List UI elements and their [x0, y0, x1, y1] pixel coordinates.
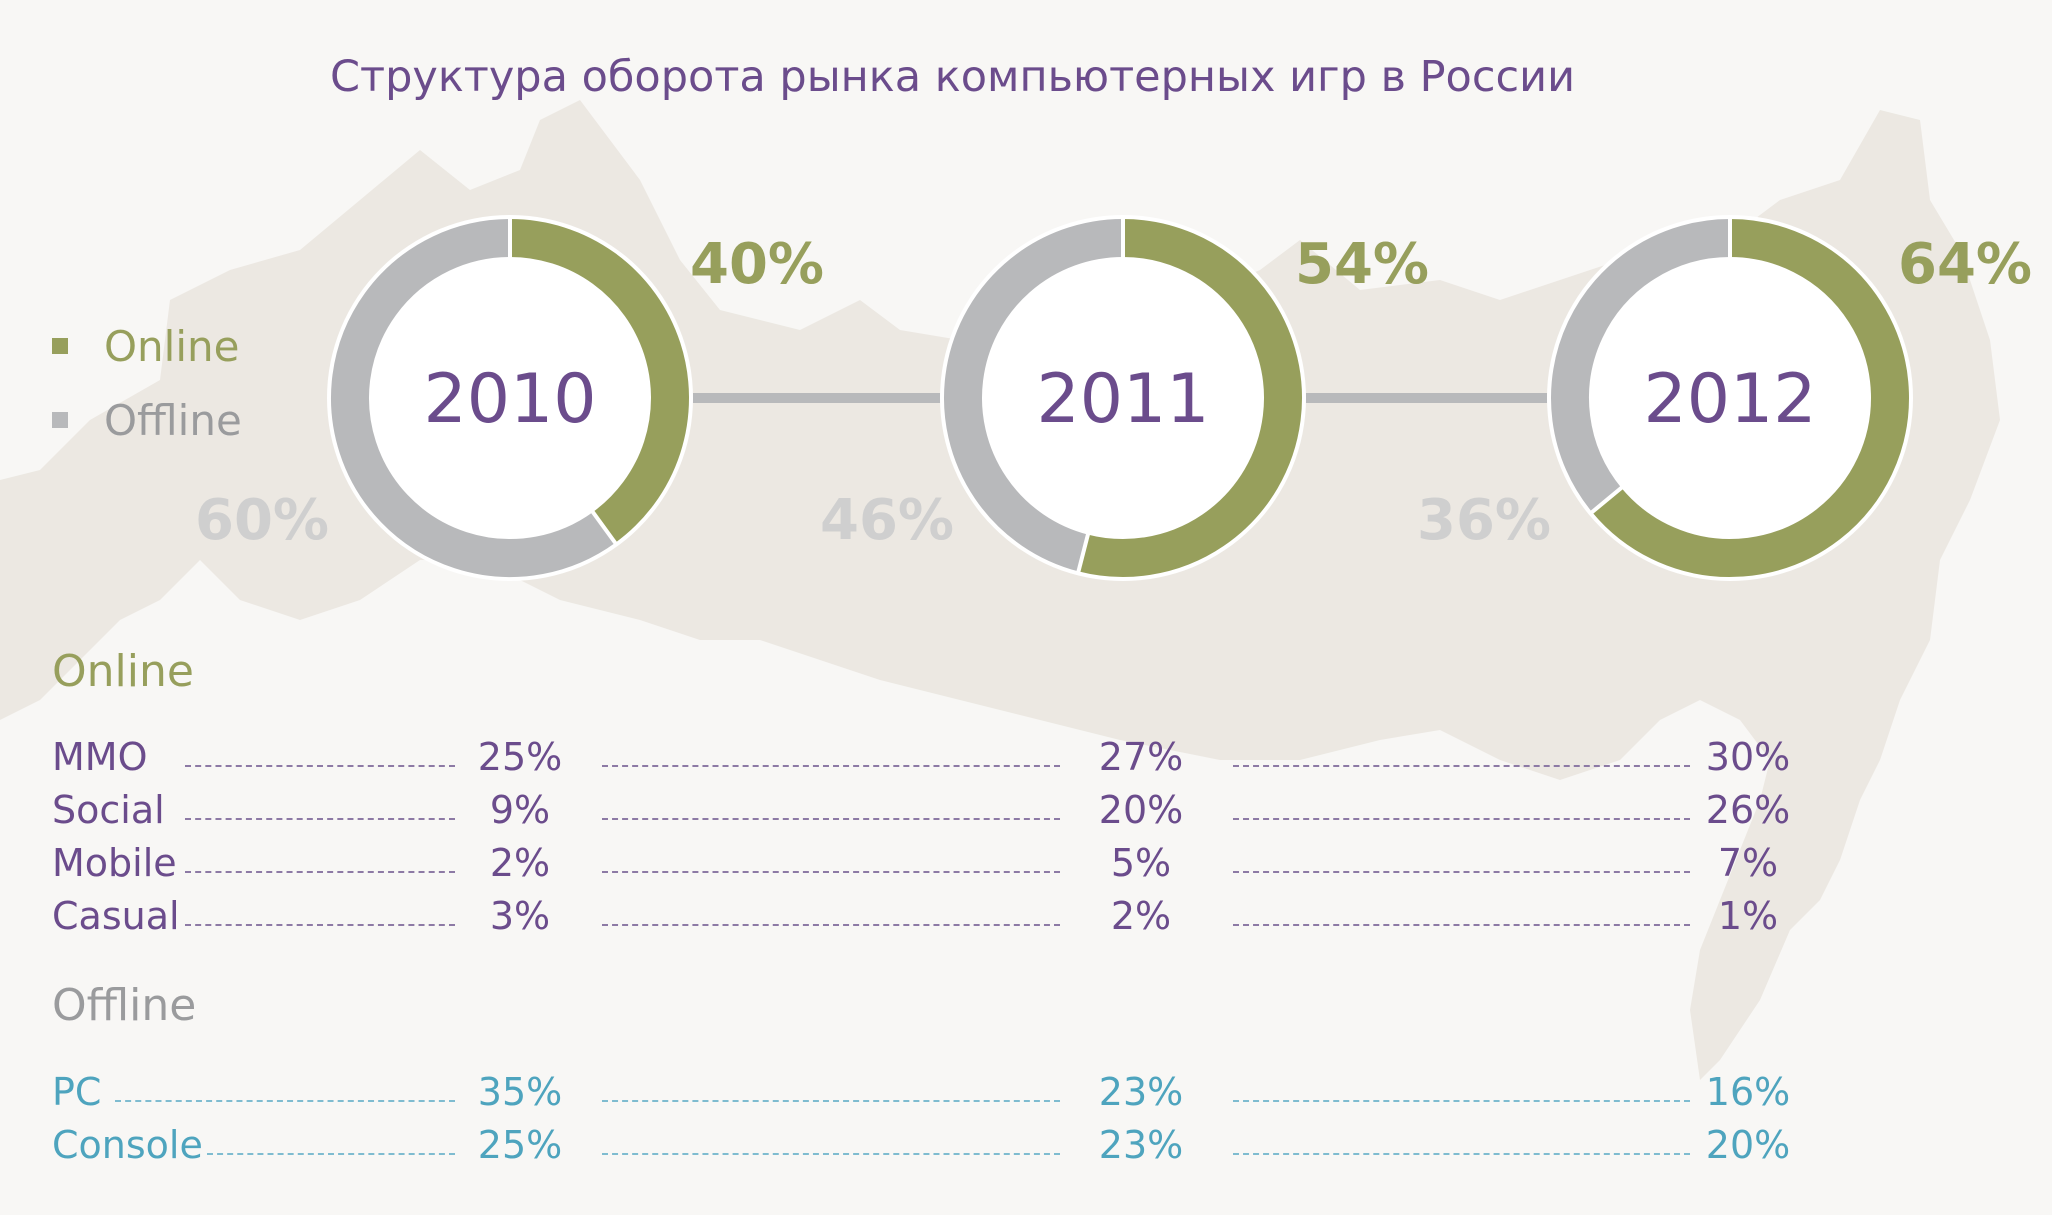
row-value: 7% [1717, 841, 1779, 885]
offline-section-title: Offline [52, 980, 197, 1031]
row-value: 35% [477, 1070, 563, 1114]
donut-backdrop [940, 215, 1306, 581]
year-label: 2011 [1036, 360, 1209, 439]
legend-offline-label: Offline [104, 396, 242, 445]
dotted-leader [185, 871, 455, 873]
dotted-leader [1233, 818, 1690, 820]
year-label: 2012 [1643, 360, 1816, 439]
row-value: 23% [1098, 1070, 1184, 1114]
dotted-leader [1233, 1153, 1690, 1155]
dotted-leader [185, 818, 455, 820]
row-label: Console [52, 1123, 203, 1167]
offline-slice [1551, 219, 1731, 513]
legend-offline-swatch [52, 411, 68, 428]
dotted-leader [185, 765, 455, 767]
row-value: 20% [1705, 1123, 1791, 1167]
dotted-leader [1233, 765, 1690, 767]
donut-backdrop [327, 215, 693, 581]
dotted-leader [602, 1100, 1060, 1102]
row-value: 20% [1098, 788, 1184, 832]
dotted-leader [1233, 924, 1690, 926]
offline-pct-2011: 46% [820, 488, 955, 553]
row-label: Social [52, 788, 165, 832]
legend-offline: Offline [52, 396, 242, 445]
slice-separator [589, 508, 619, 547]
row-value: 3% [489, 894, 551, 938]
online-pct-2010: 40% [690, 232, 825, 297]
row-value: 23% [1098, 1123, 1184, 1167]
online-slice [509, 219, 689, 543]
slice-separator [1075, 531, 1091, 575]
donut-charts: 2010 2011 2012 [327, 215, 1913, 581]
offline-slice [331, 219, 616, 577]
row-value: 1% [1717, 894, 1779, 938]
online-slice [1592, 219, 1909, 577]
row-value: 26% [1705, 788, 1791, 832]
row-value: 27% [1098, 735, 1184, 779]
row-value: 16% [1705, 1070, 1791, 1114]
row-label: MMO [52, 735, 148, 779]
slice-separator [1588, 484, 1625, 516]
row-label: PC [52, 1070, 102, 1114]
legend-online: Online [52, 322, 239, 371]
legend-online-label: Online [104, 322, 240, 371]
online-pct-2012: 64% [1898, 232, 2033, 297]
dotted-leader [602, 924, 1060, 926]
chart-title: Структура оборота рынка компьютерных игр… [330, 52, 1576, 102]
legend-online-swatch [52, 337, 68, 354]
row-value: 30% [1705, 735, 1791, 779]
donut-backdrop [1547, 215, 1913, 581]
offline-pct-2012: 36% [1417, 488, 1552, 553]
year-label: 2010 [423, 360, 596, 439]
row-value: 9% [489, 788, 551, 832]
online-slice [1078, 219, 1302, 577]
row-value: 5% [1110, 841, 1172, 885]
row-label: Casual [52, 894, 180, 938]
row-value: 25% [477, 735, 563, 779]
dotted-leader [185, 924, 455, 926]
dotted-leader [602, 818, 1060, 820]
online-section-title: Online [52, 646, 194, 697]
row-value: 2% [489, 841, 551, 885]
dotted-leader [602, 871, 1060, 873]
offline-slice [944, 219, 1124, 572]
dotted-leader [602, 765, 1060, 767]
row-label: Mobile [52, 841, 177, 885]
dotted-leader [207, 1153, 455, 1155]
dotted-leader [1233, 1100, 1690, 1102]
row-value: 2% [1110, 894, 1172, 938]
dotted-leader [1233, 871, 1690, 873]
dotted-leader [602, 1153, 1060, 1155]
offline-pct-2010: 60% [195, 488, 330, 553]
online-pct-2011: 54% [1295, 232, 1430, 297]
dotted-leader [115, 1100, 455, 1102]
row-value: 25% [477, 1123, 563, 1167]
